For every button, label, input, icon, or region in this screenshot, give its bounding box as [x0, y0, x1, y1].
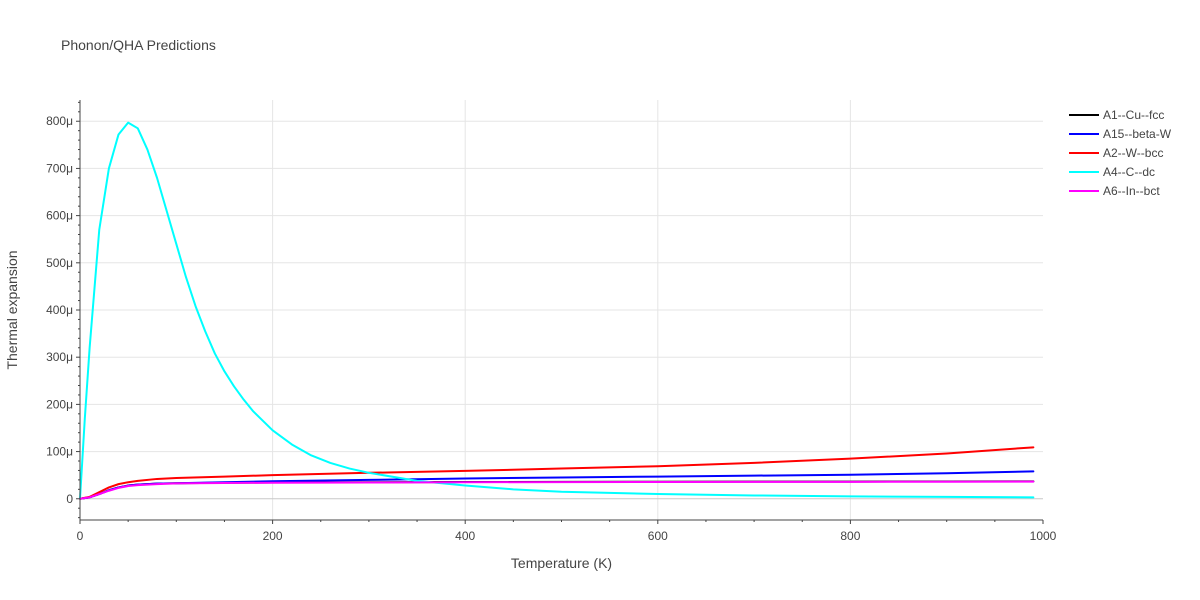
y-tick-label: 300μ	[46, 350, 73, 364]
y-tick-label: 800μ	[46, 114, 73, 128]
y-tick-label: 400μ	[46, 303, 73, 317]
x-tick-label: 800	[840, 529, 860, 543]
y-tick-label: 500μ	[46, 256, 73, 270]
x-tick-label: 400	[455, 529, 475, 543]
series-line-A2--W--bcc[interactable]	[79, 446, 1035, 500]
x-tick-label: 200	[263, 529, 283, 543]
legend-item[interactable]: A1--Cu--fcc	[1069, 108, 1164, 122]
series-line-A4--C--dc[interactable]	[79, 121, 1035, 500]
series-line-A6--In--bct[interactable]	[79, 480, 1035, 500]
x-tick-label: 600	[648, 529, 668, 543]
y-tick-label: 600μ	[46, 209, 73, 223]
legend-label: A6--In--bct	[1103, 184, 1160, 198]
series-layer[interactable]	[79, 121, 1035, 500]
legend-label: A4--C--dc	[1103, 165, 1155, 179]
axis-layer: 0 100μ 200μ 300μ 400μ 500μ 600μ 700μ 800μ 0 200 400…	[46, 100, 1057, 543]
legend-label: A2--W--bcc	[1103, 146, 1163, 160]
chart-title: Phonon/QHA Predictions	[61, 37, 216, 53]
legend-item[interactable]: A2--W--bcc	[1069, 146, 1163, 160]
x-tick-label: 1000	[1030, 529, 1057, 543]
legend[interactable]: A1--Cu--fcc A15--beta-W A2--W--bcc A4--C--d…	[1069, 108, 1172, 198]
legend-item[interactable]: A6--In--bct	[1069, 184, 1160, 198]
legend-item[interactable]: A4--C--dc	[1069, 165, 1155, 179]
y-tick-label: 200μ	[46, 397, 73, 411]
y-tick-label: 700μ	[46, 161, 73, 175]
y-tick-label: 0	[66, 492, 73, 506]
y-tick-label: 100μ	[46, 445, 73, 459]
grid-layer	[80, 100, 1043, 520]
legend-label: A1--Cu--fcc	[1103, 108, 1164, 122]
legend-label: A15--beta-W	[1103, 127, 1172, 141]
x-axis-title: Temperature (K)	[511, 555, 612, 571]
y-axis-title: Thermal expansion	[4, 250, 20, 369]
legend-item[interactable]: A15--beta-W	[1069, 127, 1172, 141]
x-tick-label: 0	[77, 529, 84, 543]
